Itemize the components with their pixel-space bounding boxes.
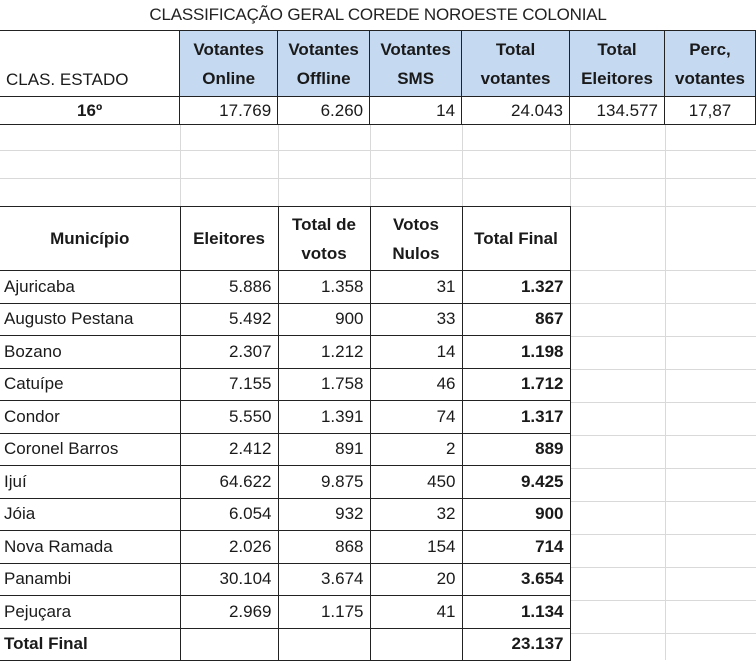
municipio-cell[interactable]: Coronel Barros — [0, 432, 181, 466]
header-votos-nulos: Votos Nulos — [369, 206, 463, 271]
total-final-cell[interactable]: 1.712 — [461, 367, 571, 401]
total-final-cell[interactable]: 900 — [461, 497, 571, 531]
municipio-cell[interactable]: Panambi — [0, 562, 181, 596]
header-votantes-sms: Votantes SMS — [369, 30, 463, 97]
municipio-cell[interactable]: Catuípe — [0, 367, 181, 401]
total-votos-cell[interactable]: 900 — [277, 302, 371, 336]
eleitores-cell[interactable]: 2.307 — [179, 335, 279, 369]
header-votantes-online: Votantes Online — [179, 30, 279, 97]
total-votos-cell[interactable]: 9.875 — [277, 465, 371, 499]
sheet-title: CLASSIFICAÇÃO GERAL COREDE NOROESTE COLO… — [0, 0, 756, 30]
eleitores-cell[interactable]: 2.026 — [179, 530, 279, 564]
eleitores-cell[interactable]: 7.155 — [179, 367, 279, 401]
table-row: Pejuçara 2.969 1.175 41 1.134 — [0, 595, 571, 629]
total-final-cell[interactable]: 1.317 — [461, 400, 571, 434]
total-votos-cell[interactable]: 1.758 — [277, 367, 371, 401]
table-row: Coronel Barros 2.412 891 2 889 — [0, 432, 571, 466]
municipios-table: Município Eleitores Total de votos Votos… — [0, 206, 571, 661]
total-votos-cell[interactable]: 932 — [277, 497, 371, 531]
total-votos-cell[interactable]: 3.674 — [277, 562, 371, 596]
municipio-cell[interactable]: Jóia — [0, 497, 181, 531]
votos-nulos-cell[interactable]: 33 — [369, 302, 463, 336]
rank-cell[interactable]: 16º — [0, 96, 181, 125]
summary-data-row: 16º 17.769 6.260 14 24.043 134.577 17,87 — [0, 96, 756, 125]
total-votos-cell[interactable]: 1.175 — [277, 595, 371, 629]
votantes-online-cell[interactable]: 17.769 — [179, 96, 279, 125]
table-row: Catuípe 7.155 1.758 46 1.712 — [0, 367, 571, 401]
votos-nulos-cell[interactable]: 14 — [369, 335, 463, 369]
header-perc-votantes: Perc, votantes — [663, 30, 756, 97]
eleitores-cell[interactable]: 5.886 — [179, 270, 279, 304]
header-total-final: Total Final — [461, 206, 571, 271]
eleitores-cell[interactable]: 6.054 — [179, 497, 279, 531]
votos-nulos-cell[interactable]: 46 — [369, 367, 463, 401]
table-row: Ijuí 64.622 9.875 450 9.425 — [0, 465, 571, 499]
votos-nulos-cell[interactable]: 74 — [369, 400, 463, 434]
header-votantes-offline: Votantes Offline — [277, 30, 371, 97]
header-eleitores: Eleitores — [179, 206, 279, 271]
total-final-cell[interactable]: 1.327 — [461, 270, 571, 304]
total-final-cell[interactable]: 867 — [461, 302, 571, 336]
perc-votantes-cell[interactable]: 17,87 — [663, 96, 756, 125]
grand-total-cell[interactable]: 23.137 — [461, 627, 571, 661]
total-votos-cell[interactable]: 868 — [277, 530, 371, 564]
total-final-cell[interactable]: 9.425 — [461, 465, 571, 499]
total-votos-cell[interactable]: 891 — [277, 432, 371, 466]
municipio-cell[interactable]: Bozano — [0, 335, 181, 369]
total-label-cell[interactable]: Total Final — [0, 627, 181, 661]
total-final-cell[interactable]: 889 — [461, 432, 571, 466]
total-final-cell[interactable]: 3.654 — [461, 562, 571, 596]
eleitores-cell[interactable]: 2.412 — [179, 432, 279, 466]
municipio-cell[interactable]: Condor — [0, 400, 181, 434]
municipio-cell[interactable]: Ijuí — [0, 465, 181, 499]
votantes-offline-cell[interactable]: 6.260 — [277, 96, 371, 125]
municipio-cell[interactable]: Ajuricaba — [0, 270, 181, 304]
municipio-cell[interactable]: Pejuçara — [0, 595, 181, 629]
empty-cell[interactable] — [277, 627, 371, 661]
municipio-cell[interactable]: Nova Ramada — [0, 530, 181, 564]
votos-nulos-cell[interactable]: 450 — [369, 465, 463, 499]
votos-nulos-cell[interactable]: 20 — [369, 562, 463, 596]
header-municipio: Município — [0, 206, 181, 271]
votos-nulos-cell[interactable]: 41 — [369, 595, 463, 629]
total-final-cell[interactable]: 714 — [461, 530, 571, 564]
votantes-sms-cell[interactable]: 14 — [369, 96, 463, 125]
table-row: Condor 5.550 1.391 74 1.317 — [0, 400, 571, 434]
municipio-cell[interactable]: Augusto Pestana — [0, 302, 181, 336]
total-votos-cell[interactable]: 1.358 — [277, 270, 371, 304]
empty-cell[interactable] — [179, 627, 279, 661]
total-votos-cell[interactable]: 1.391 — [277, 400, 371, 434]
table-row: Ajuricaba 5.886 1.358 31 1.327 — [0, 270, 571, 304]
votos-nulos-cell[interactable]: 31 — [369, 270, 463, 304]
table-row: Nova Ramada 2.026 868 154 714 — [0, 530, 571, 564]
votos-nulos-cell[interactable]: 32 — [369, 497, 463, 531]
table-row: Bozano 2.307 1.212 14 1.198 — [0, 335, 571, 369]
table-row: Panambi 30.104 3.674 20 3.654 — [0, 562, 571, 596]
eleitores-cell[interactable]: 30.104 — [179, 562, 279, 596]
eleitores-cell[interactable]: 64.622 — [179, 465, 279, 499]
total-final-cell[interactable]: 1.198 — [461, 335, 571, 369]
eleitores-cell[interactable]: 5.550 — [179, 400, 279, 434]
clas-estado-label: CLAS. ESTADO — [0, 30, 181, 97]
eleitores-cell[interactable]: 5.492 — [179, 302, 279, 336]
total-votantes-cell[interactable]: 24.043 — [461, 96, 571, 125]
summary-header-row: CLAS. ESTADO Votantes Online Votantes Of… — [0, 30, 756, 97]
header-total-de-votos: Total de votos — [277, 206, 371, 271]
total-votos-cell[interactable]: 1.212 — [277, 335, 371, 369]
table-row: Jóia 6.054 932 32 900 — [0, 497, 571, 531]
table-row: Augusto Pestana 5.492 900 33 867 — [0, 302, 571, 336]
total-row: Total Final 23.137 — [0, 627, 571, 661]
municipios-header-row: Município Eleitores Total de votos Votos… — [0, 206, 571, 271]
votos-nulos-cell[interactable]: 154 — [369, 530, 463, 564]
total-eleitores-cell[interactable]: 134.577 — [569, 96, 665, 125]
votos-nulos-cell[interactable]: 2 — [369, 432, 463, 466]
eleitores-cell[interactable]: 2.969 — [179, 595, 279, 629]
header-total-votantes: Total votantes — [461, 30, 571, 97]
header-total-eleitores: Total Eleitores — [569, 30, 665, 97]
summary-table: CLAS. ESTADO Votantes Online Votantes Of… — [0, 30, 756, 125]
empty-cell[interactable] — [369, 627, 463, 661]
total-final-cell[interactable]: 1.134 — [461, 595, 571, 629]
